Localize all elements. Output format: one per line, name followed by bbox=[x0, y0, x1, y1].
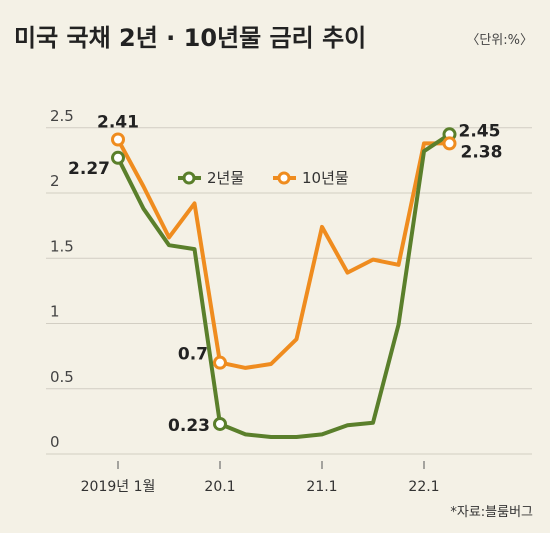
x-tick-label-1: 20.1 bbox=[204, 479, 235, 495]
x-tick-label-3: 22.1 bbox=[408, 479, 439, 495]
y-tick-label-2: 1 bbox=[50, 303, 60, 321]
marker-10y-39 bbox=[442, 136, 457, 151]
data-label-2y-0: 2.27 bbox=[68, 159, 110, 179]
data-labels: 2.27 2.41 0.7 0.23 2.452.38 bbox=[68, 112, 502, 435]
series-lines bbox=[116, 132, 452, 439]
y-tick-label-3: 1.5 bbox=[50, 237, 74, 255]
series-line-2y bbox=[116, 132, 452, 439]
legend-item-10y: 10년물 bbox=[273, 169, 349, 187]
legend-item-2y: 2년물 bbox=[178, 169, 244, 187]
grid-lines bbox=[46, 127, 532, 455]
data-label-2y-12: 0.23 bbox=[168, 416, 210, 436]
legend-label-2y: 2년물 bbox=[207, 169, 244, 187]
legend-marker-10y bbox=[277, 171, 291, 185]
legend-label-10y: 10년물 bbox=[302, 169, 349, 187]
data-label-10y-12: 0.7 bbox=[178, 345, 208, 365]
chart-title: 미국 국채 2년 · 10년물 금리 추이 bbox=[14, 24, 366, 52]
y-tick-label-0: 0 bbox=[50, 433, 60, 451]
data-label-10y-39: 2.38 bbox=[461, 142, 503, 162]
x-tick-label-2: 21.1 bbox=[306, 479, 337, 495]
marker-2y-12 bbox=[213, 416, 227, 431]
legend: 2년물 10년물 bbox=[178, 169, 349, 187]
marker-10y-12 bbox=[213, 355, 227, 370]
source-note: *자료:블룸버그 bbox=[450, 505, 533, 520]
series-line-10y bbox=[116, 137, 452, 370]
data-label-2y-39: 2.45 bbox=[459, 121, 501, 141]
x-axis-ticks: 2019년 1월 20.1 21.1 22.1 bbox=[81, 461, 440, 495]
y-axis-ticks: 0 0.5 1 1.5 2 2.5 bbox=[50, 107, 74, 451]
unit-note: 〈단위:%〉 bbox=[466, 33, 533, 48]
data-label-10y-0: 2.41 bbox=[97, 112, 139, 132]
marker-2y-0 bbox=[111, 150, 125, 165]
x-tick-label-0: 2019년 1월 bbox=[81, 479, 156, 495]
y-tick-label-4: 2 bbox=[50, 172, 60, 190]
y-tick-label-1: 0.5 bbox=[50, 368, 74, 386]
legend-marker-2y bbox=[182, 171, 196, 185]
series-markers bbox=[111, 127, 457, 431]
y-tick-label-5: 2.5 bbox=[50, 107, 74, 125]
marker-10y-0 bbox=[111, 132, 125, 147]
